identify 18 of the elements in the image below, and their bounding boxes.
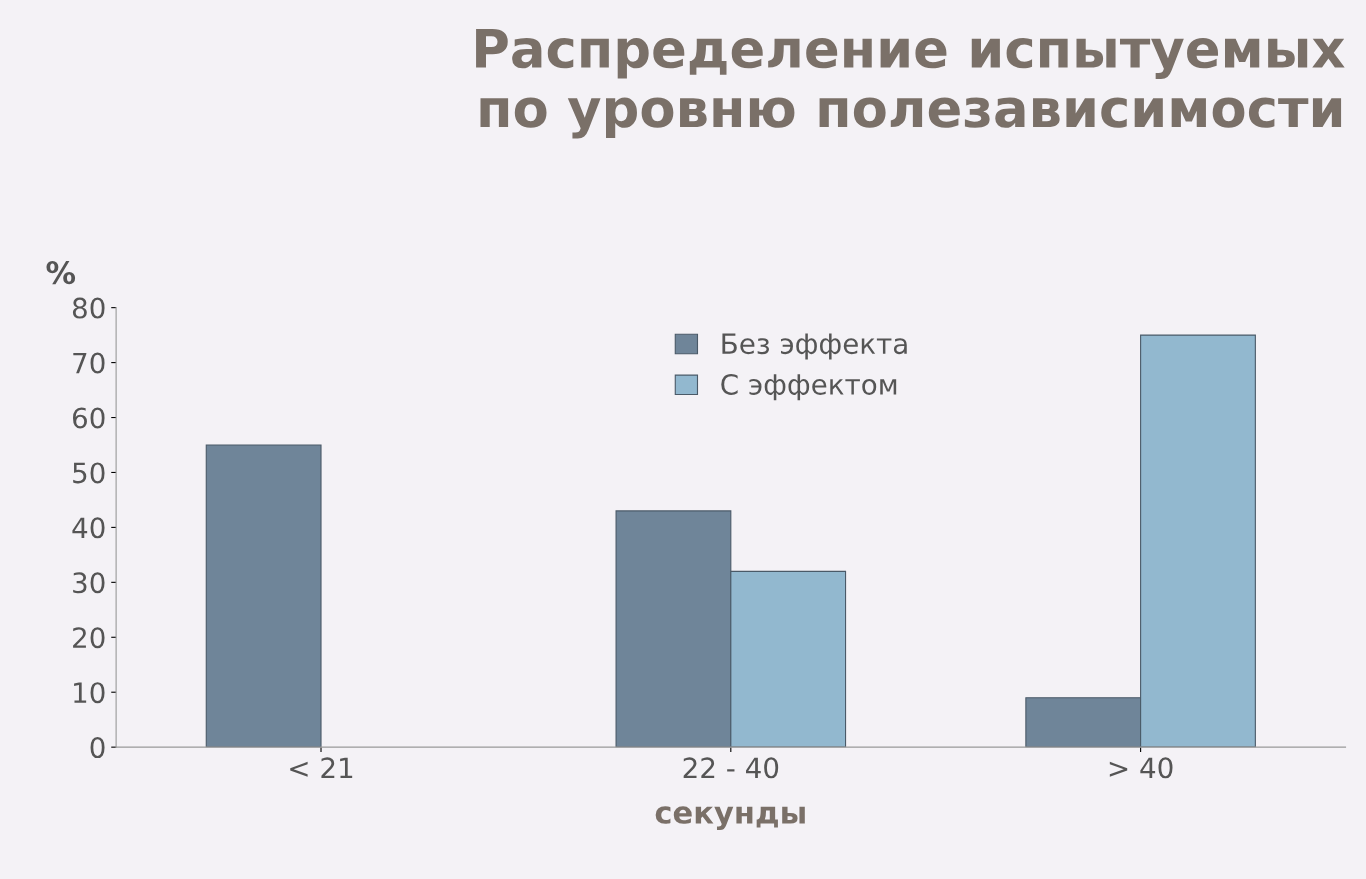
chart-title: Распределение испытуемых по уровню полезависимости (476, 29, 1345, 139)
bar (205, 444, 322, 748)
y-tick-label: 50 (73, 462, 105, 484)
y-tick-label: 80 (72, 297, 105, 319)
y-tick-label: 20 (73, 627, 105, 649)
y-tick-label: 40 (72, 517, 105, 539)
x-axis-title: секунды (655, 806, 805, 830)
legend-label: С эффектом (721, 373, 897, 401)
y-tick-label: 30 (73, 572, 105, 594)
y-tick-label: 10 (74, 682, 105, 704)
y-axis-title: % (46, 261, 76, 285)
x-tick-label: > 40 (1109, 757, 1173, 779)
y-tick-label: 60 (72, 407, 105, 429)
x-tick-label: 22 - 40 (683, 757, 779, 779)
y-tick-label: 0 (90, 737, 105, 759)
legend-label: Без эффекта (722, 333, 907, 360)
x-tick-label: < 21 (290, 757, 353, 778)
y-tick-label: 70 (73, 352, 105, 374)
